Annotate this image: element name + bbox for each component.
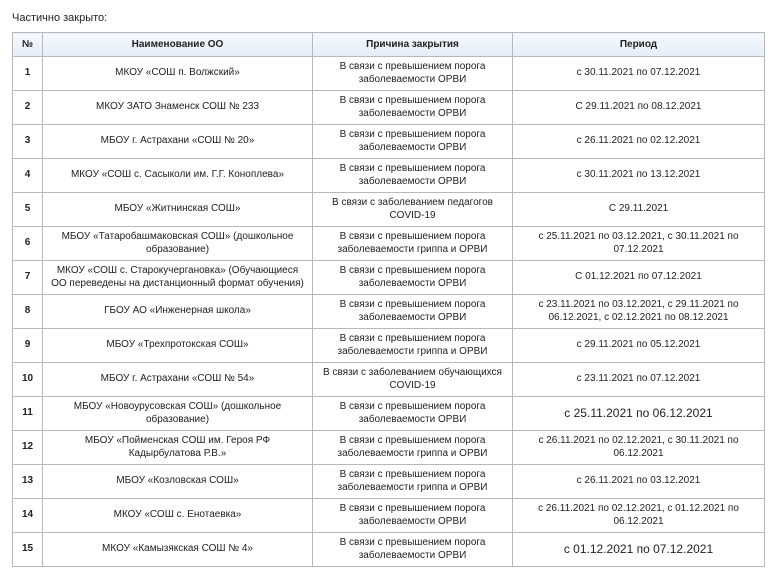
cell-name: МКОУ «СОШ с. Старокучергановка» (Обучающ… — [43, 261, 313, 295]
col-header-period: Период — [513, 33, 765, 57]
cell-reason: В связи с заболеванием педагогов COVID-1… — [313, 193, 513, 227]
cell-period: с 01.12.2021 по 07.12.2021 — [513, 533, 765, 567]
cell-reason: В связи с превышением порога заболеваемо… — [313, 533, 513, 567]
cell-reason: В связи с превышением порога заболеваемо… — [313, 465, 513, 499]
table-row: 13МБОУ «Козловская СОШ»В связи с превыше… — [13, 465, 765, 499]
cell-num: 1 — [13, 57, 43, 91]
cell-name: МБОУ «Татаробашмаковская СОШ» (дошкольно… — [43, 227, 313, 261]
table-row: 6МБОУ «Татаробашмаковская СОШ» (дошкольн… — [13, 227, 765, 261]
cell-name: МБОУ «Новоурусовская СОШ» (дошкольное об… — [43, 397, 313, 431]
cell-period: с 26.11.2021 по 03.12.2021 — [513, 465, 765, 499]
table-row: 4МКОУ «СОШ с. Сасыколи им. Г.Г. Коноплев… — [13, 159, 765, 193]
cell-num: 15 — [13, 533, 43, 567]
table-row: 8ГБОУ АО «Инженерная школа»В связи с пре… — [13, 295, 765, 329]
table-row: 3МБОУ г. Астрахани «СОШ № 20»В связи с п… — [13, 125, 765, 159]
table-row: 12МБОУ «Пойменская СОШ им. Героя РФ Кады… — [13, 431, 765, 465]
cell-period: с 29.11.2021 по 05.12.2021 — [513, 329, 765, 363]
cell-period: С 01.12.2021 по 07.12.2021 — [513, 261, 765, 295]
table-row: 14МКОУ «СОШ с. Енотаевка»В связи с превы… — [13, 499, 765, 533]
cell-name: МКОУ ЗАТО Знаменск СОШ № 233 — [43, 91, 313, 125]
cell-num: 8 — [13, 295, 43, 329]
col-header-name: Наименование ОО — [43, 33, 313, 57]
cell-num: 4 — [13, 159, 43, 193]
cell-period: с 25.11.2021 по 03.12.2021, с 30.11.2021… — [513, 227, 765, 261]
cell-num: 2 — [13, 91, 43, 125]
cell-num: 5 — [13, 193, 43, 227]
table-row: 11МБОУ «Новоурусовская СОШ» (дошкольное … — [13, 397, 765, 431]
cell-num: 6 — [13, 227, 43, 261]
cell-period: с 23.11.2021 по 07.12.2021 — [513, 363, 765, 397]
cell-period: С 29.11.2021 по 08.12.2021 — [513, 91, 765, 125]
cell-num: 13 — [13, 465, 43, 499]
table-row: 15МКОУ «Камызякская СОШ № 4»В связи с пр… — [13, 533, 765, 567]
cell-reason: В связи с превышением порога заболеваемо… — [313, 397, 513, 431]
cell-name: ГБОУ АО «Инженерная школа» — [43, 295, 313, 329]
col-header-num: № — [13, 33, 43, 57]
cell-reason: В связи с превышением порога заболеваемо… — [313, 431, 513, 465]
cell-name: МКОУ «СОШ с. Сасыколи им. Г.Г. Коноплева… — [43, 159, 313, 193]
cell-reason: В связи с превышением порога заболеваемо… — [313, 91, 513, 125]
cell-period: с 26.11.2021 по 02.12.2021 — [513, 125, 765, 159]
cell-reason: В связи с превышением порога заболеваемо… — [313, 261, 513, 295]
table-row: 9МБОУ «Трехпротокская СОШ»В связи с прев… — [13, 329, 765, 363]
cell-reason: В связи с превышением порога заболеваемо… — [313, 227, 513, 261]
cell-name: МКОУ «СОШ с. Енотаевка» — [43, 499, 313, 533]
section-title: Частично закрыто: — [12, 12, 764, 24]
closures-table: № Наименование ОО Причина закрытия Перио… — [12, 32, 765, 567]
table-row: 7МКОУ «СОШ с. Старокучергановка» (Обучаю… — [13, 261, 765, 295]
cell-name: МКОУ «Камызякская СОШ № 4» — [43, 533, 313, 567]
cell-reason: В связи с превышением порога заболеваемо… — [313, 329, 513, 363]
cell-reason: В связи с превышением порога заболеваемо… — [313, 499, 513, 533]
cell-num: 11 — [13, 397, 43, 431]
cell-name: МБОУ «Житнинская СОШ» — [43, 193, 313, 227]
cell-reason: В связи с превышением порога заболеваемо… — [313, 57, 513, 91]
cell-period: с 25.11.2021 по 06.12.2021 — [513, 397, 765, 431]
cell-name: МБОУ г. Астрахани «СОШ № 20» — [43, 125, 313, 159]
cell-period: с 26.11.2021 по 02.12.2021, с 01.12.2021… — [513, 499, 765, 533]
cell-period: С 29.11.2021 — [513, 193, 765, 227]
table-row: 1МКОУ «СОШ п. Волжский»В связи с превыше… — [13, 57, 765, 91]
cell-num: 10 — [13, 363, 43, 397]
cell-reason: В связи с превышением порога заболеваемо… — [313, 125, 513, 159]
cell-reason: В связи с заболеванием обучающихся COVID… — [313, 363, 513, 397]
cell-name: МКОУ «СОШ п. Волжский» — [43, 57, 313, 91]
table-row: 2МКОУ ЗАТО Знаменск СОШ № 233В связи с п… — [13, 91, 765, 125]
cell-period: с 30.11.2021 по 07.12.2021 — [513, 57, 765, 91]
cell-num: 12 — [13, 431, 43, 465]
cell-name: МБОУ «Трехпротокская СОШ» — [43, 329, 313, 363]
cell-num: 14 — [13, 499, 43, 533]
cell-num: 3 — [13, 125, 43, 159]
table-row: 5МБОУ «Житнинская СОШ»В связи с заболева… — [13, 193, 765, 227]
cell-reason: В связи с превышением порога заболеваемо… — [313, 295, 513, 329]
cell-name: МБОУ «Пойменская СОШ им. Героя РФ Кадырб… — [43, 431, 313, 465]
cell-period: с 30.11.2021 по 13.12.2021 — [513, 159, 765, 193]
cell-name: МБОУ г. Астрахани «СОШ № 54» — [43, 363, 313, 397]
cell-num: 7 — [13, 261, 43, 295]
table-row: 10МБОУ г. Астрахани «СОШ № 54»В связи с … — [13, 363, 765, 397]
cell-name: МБОУ «Козловская СОШ» — [43, 465, 313, 499]
cell-num: 9 — [13, 329, 43, 363]
col-header-reason: Причина закрытия — [313, 33, 513, 57]
cell-reason: В связи с превышением порога заболеваемо… — [313, 159, 513, 193]
table-header-row: № Наименование ОО Причина закрытия Перио… — [13, 33, 765, 57]
cell-period: с 23.11.2021 по 03.12.2021, с 29.11.2021… — [513, 295, 765, 329]
cell-period: с 26.11.2021 по 02.12.2021, с 30.11.2021… — [513, 431, 765, 465]
